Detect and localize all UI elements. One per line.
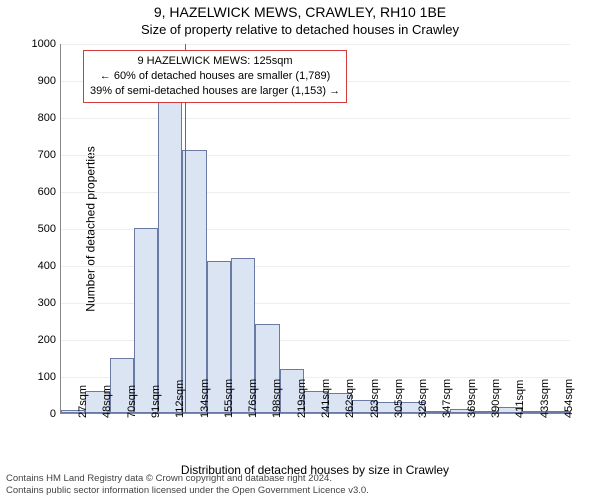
y-tick: 0 — [16, 408, 56, 420]
x-tick: 27sqm — [77, 385, 89, 418]
y-tick: 300 — [16, 297, 56, 309]
gridline — [61, 155, 570, 156]
y-tick: 600 — [16, 186, 56, 198]
gridline — [61, 192, 570, 193]
histogram-bar — [158, 91, 182, 413]
footnote-line: Contains public sector information licen… — [6, 485, 369, 496]
gridline — [61, 44, 570, 45]
x-tick: 369sqm — [466, 379, 478, 418]
y-tick: 800 — [16, 112, 56, 124]
x-tick: 198sqm — [271, 379, 283, 418]
x-tick: 241sqm — [320, 379, 332, 418]
page-subtitle: Size of property relative to detached ho… — [0, 22, 600, 37]
footnote-line: Contains HM Land Registry data © Crown c… — [6, 473, 369, 484]
x-tick: 219sqm — [296, 379, 308, 418]
page-title: 9, HAZELWICK MEWS, CRAWLEY, RH10 1BE — [0, 4, 600, 20]
footnote: Contains HM Land Registry data © Crown c… — [6, 473, 369, 496]
x-tick: 91sqm — [150, 385, 162, 418]
y-tick: 900 — [16, 75, 56, 87]
y-tick: 1000 — [16, 38, 56, 50]
histogram-bar — [182, 150, 206, 413]
annotation-line: ← 60% of detached houses are smaller (1,… — [90, 69, 340, 84]
x-tick: 411sqm — [514, 380, 526, 418]
y-tick: 700 — [16, 149, 56, 161]
x-tick: 48sqm — [101, 385, 113, 418]
x-tick: 262sqm — [344, 379, 356, 418]
y-tick: 100 — [16, 371, 56, 383]
gridline — [61, 118, 570, 119]
y-tick: 200 — [16, 334, 56, 346]
x-tick: 347sqm — [441, 379, 453, 418]
annotation-box: 9 HAZELWICK MEWS: 125sqm← 60% of detache… — [83, 50, 347, 103]
x-tick: 454sqm — [563, 379, 575, 418]
annotation-line: 9 HAZELWICK MEWS: 125sqm — [90, 54, 340, 69]
annotation-line: 39% of semi-detached houses are larger (… — [90, 84, 340, 99]
y-tick: 400 — [16, 260, 56, 272]
x-tick: 112sqm — [174, 380, 186, 418]
x-tick: 433sqm — [539, 379, 551, 418]
histogram-plot: 9 HAZELWICK MEWS: 125sqm← 60% of detache… — [60, 44, 570, 414]
x-tick: 305sqm — [393, 379, 405, 418]
y-tick: 500 — [16, 223, 56, 235]
x-tick: 283sqm — [369, 379, 381, 418]
x-tick: 134sqm — [199, 379, 211, 418]
x-tick: 176sqm — [247, 379, 259, 418]
x-tick: 326sqm — [417, 379, 429, 418]
x-tick: 390sqm — [490, 379, 502, 418]
x-tick: 155sqm — [223, 379, 235, 418]
x-tick: 70sqm — [126, 385, 138, 418]
